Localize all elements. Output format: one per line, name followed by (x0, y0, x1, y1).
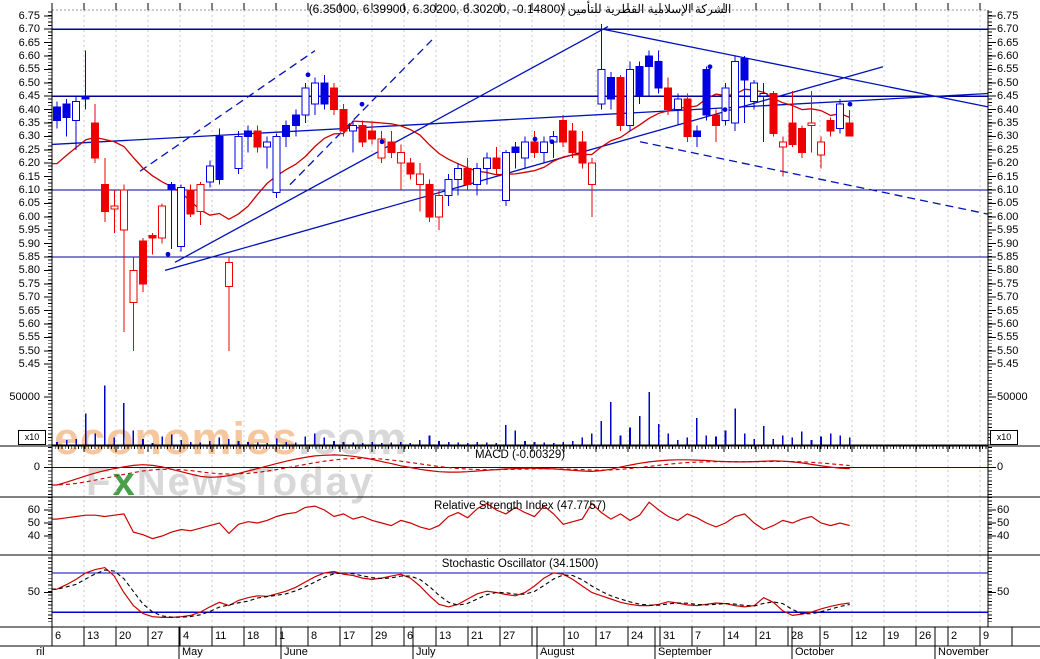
watermark-fx-x: x (112, 460, 137, 504)
